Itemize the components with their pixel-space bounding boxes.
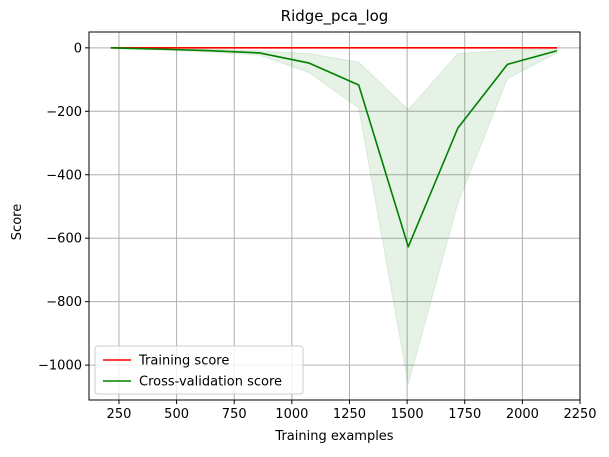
legend: Training score Cross-validation score bbox=[94, 345, 304, 395]
cv-score-std-band bbox=[110, 46, 558, 385]
y-axis-label: Score bbox=[10, 204, 25, 240]
x-tick-label: 1750 bbox=[448, 407, 481, 422]
y-tick-label: −200 bbox=[46, 105, 82, 120]
y-tick-label: −600 bbox=[46, 232, 82, 247]
axis-ticks: 250 500 750 1000 1250 1500 1750 2000 2250 0 −200 −4… bbox=[38, 41, 597, 422]
x-tick-label: 1000 bbox=[275, 407, 308, 422]
series-lines bbox=[110, 47, 558, 248]
y-tick-label: −1000 bbox=[38, 359, 82, 374]
x-tick-label: 1500 bbox=[391, 407, 424, 422]
cv-score-line bbox=[110, 47, 558, 248]
x-axis-label: Training examples bbox=[274, 429, 393, 444]
legend-label: Training score bbox=[138, 354, 229, 369]
x-tick-label: 2000 bbox=[506, 407, 539, 422]
x-tick-label: 1250 bbox=[333, 407, 366, 422]
chart-title: Ridge_pca_log bbox=[281, 7, 389, 26]
legend-box bbox=[94, 345, 304, 395]
confidence-bands bbox=[110, 46, 558, 385]
x-tick-label: 500 bbox=[164, 407, 189, 422]
y-tick-label: 0 bbox=[74, 41, 82, 56]
x-tick-label: 2250 bbox=[563, 407, 596, 422]
y-tick-label: −800 bbox=[46, 295, 82, 310]
x-tick-label: 750 bbox=[222, 407, 247, 422]
plot-frame bbox=[88, 31, 581, 401]
y-tick-label: −400 bbox=[46, 168, 82, 183]
legend-label: Cross-validation score bbox=[139, 375, 282, 390]
x-tick-label: 250 bbox=[107, 407, 132, 422]
